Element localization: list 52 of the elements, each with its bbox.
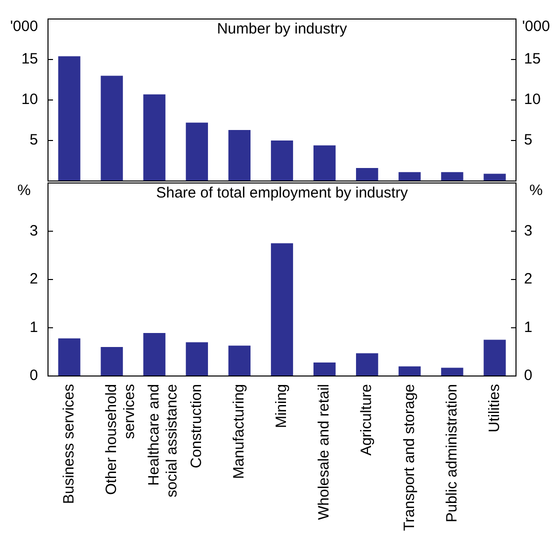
- bar: [313, 362, 336, 376]
- bar: [143, 333, 166, 376]
- bar: [398, 172, 421, 181]
- y2-tick-label: 5: [524, 132, 532, 149]
- y2-tick-label: 2: [524, 270, 532, 288]
- x-tick-label: Manufacturing: [230, 384, 248, 480]
- y2-tick-label: 1: [524, 318, 532, 336]
- x-tick-label: Construction: [188, 384, 206, 468]
- bar: [228, 346, 251, 376]
- x-tick-label: Mining: [273, 384, 290, 428]
- y-tick-label: 3: [30, 222, 38, 240]
- bar: [58, 338, 80, 376]
- bar: [100, 76, 123, 181]
- y2-axis-title: %: [529, 182, 543, 200]
- y-tick-label: 15: [21, 50, 38, 68]
- y-tick-label: 10: [21, 91, 38, 108]
- chart-title: Share of total employment by industry: [156, 184, 408, 202]
- bar: [58, 56, 80, 181]
- bar: [100, 347, 123, 376]
- y-tick-label: 5: [30, 132, 38, 149]
- y-axis-title: %: [17, 182, 31, 200]
- y-tick-label: 1: [30, 318, 38, 336]
- bar: [484, 174, 506, 181]
- y2-axis-title: '000: [522, 18, 550, 36]
- bar: [356, 353, 378, 376]
- y2-tick-label: 15: [524, 50, 541, 68]
- y2-tick-label: 0: [524, 367, 532, 384]
- x-tick-label: Utilities: [486, 384, 503, 432]
- x-tick-label: Other household services: [102, 384, 138, 495]
- x-tick-label: Transport and storage: [400, 384, 418, 532]
- bar: [441, 172, 464, 181]
- chart-title: Number by industry: [216, 20, 348, 38]
- bar: [356, 168, 378, 181]
- bar: [228, 130, 251, 181]
- bar: [484, 340, 506, 376]
- bar: [186, 122, 208, 181]
- bar: [143, 94, 166, 181]
- y-tick-label: 0: [30, 367, 38, 384]
- bar: [270, 243, 294, 376]
- x-tick-label: Business services: [60, 384, 78, 504]
- y2-tick-label: 10: [524, 91, 541, 108]
- bar: [313, 145, 336, 181]
- y-tick-label: 2: [30, 270, 38, 288]
- x-tick-label: Agriculture: [358, 384, 376, 456]
- x-tick-label: Public administration: [443, 384, 460, 522]
- bar: [270, 140, 294, 181]
- y2-tick-label: 3: [524, 222, 532, 240]
- y-axis-title: '000: [10, 18, 38, 36]
- x-tick-label: Wholesale and retail: [316, 384, 333, 520]
- bar: [186, 342, 208, 376]
- bar: [398, 366, 421, 376]
- bar: [441, 368, 464, 376]
